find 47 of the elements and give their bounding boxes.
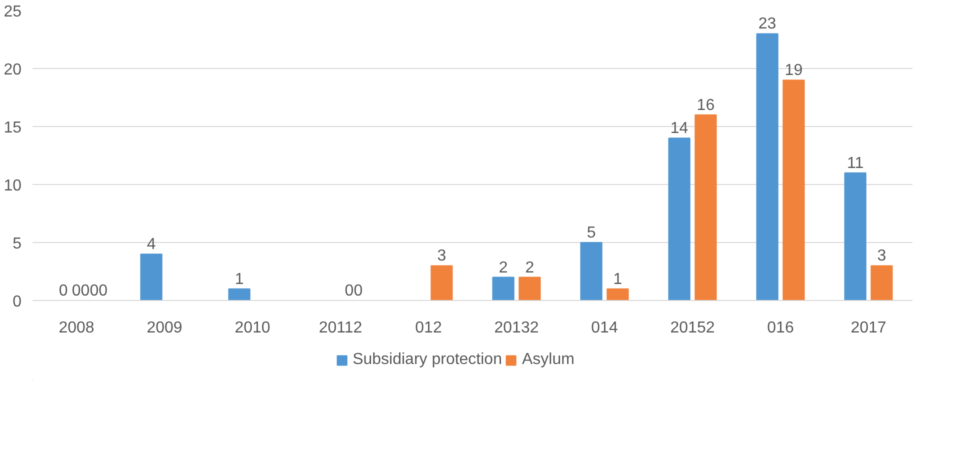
data-label: 11 bbox=[846, 154, 864, 172]
data-label: 0 bbox=[58, 282, 68, 300]
bar bbox=[782, 80, 805, 300]
bar bbox=[668, 138, 690, 300]
x-tick-label: 2017 bbox=[850, 320, 886, 336]
data-label: 1 bbox=[613, 270, 622, 288]
bar bbox=[756, 33, 778, 300]
bar bbox=[606, 288, 629, 300]
bar bbox=[228, 288, 250, 300]
y-tick-label: 0 bbox=[12, 294, 22, 310]
data-label: 4 bbox=[146, 236, 156, 254]
bar bbox=[844, 172, 866, 300]
data-label: 19 bbox=[784, 62, 803, 80]
data-label: 3 bbox=[437, 248, 446, 265]
x-tick-label: 20132 bbox=[494, 320, 539, 336]
data-label: 16 bbox=[696, 96, 715, 114]
y-tick-label: 20 bbox=[4, 62, 22, 78]
x-tick-label: 2009 bbox=[146, 320, 182, 336]
x-tick-label: 014 bbox=[591, 320, 618, 336]
bar bbox=[430, 265, 453, 300]
y-tick-label: 25 bbox=[4, 4, 22, 20]
x-tick-label: 2010 bbox=[234, 320, 270, 336]
x-tick-label: 012 bbox=[415, 320, 442, 336]
y-tick-label: 15 bbox=[4, 120, 22, 136]
data-label: 2 bbox=[498, 259, 508, 276]
data-label: 2 bbox=[525, 259, 534, 276]
x-tick-label: 20112 bbox=[318, 320, 362, 336]
bar bbox=[492, 276, 514, 300]
bar bbox=[518, 276, 541, 300]
legend-label: Asylum bbox=[522, 351, 574, 369]
bar bbox=[870, 265, 893, 300]
data-label: 23 bbox=[758, 16, 776, 33]
y-tick-label: 10 bbox=[4, 178, 22, 194]
bar bbox=[140, 254, 162, 300]
data-label: 00 bbox=[344, 282, 363, 300]
data-label: 3 bbox=[877, 248, 886, 265]
y-tick-label: 5 bbox=[12, 236, 22, 252]
legend-label: Subsidiary protection bbox=[352, 351, 502, 369]
bar bbox=[694, 114, 717, 300]
data-label: 14 bbox=[670, 120, 688, 138]
x-tick-label: 20152 bbox=[670, 320, 715, 336]
x-tick-label: 2008 bbox=[58, 320, 94, 336]
data-label: 0000 bbox=[72, 282, 108, 300]
bar bbox=[580, 242, 602, 300]
data-label: 1 bbox=[234, 270, 244, 288]
data-label: 5 bbox=[586, 224, 596, 242]
x-tick-label: 016 bbox=[767, 320, 794, 336]
